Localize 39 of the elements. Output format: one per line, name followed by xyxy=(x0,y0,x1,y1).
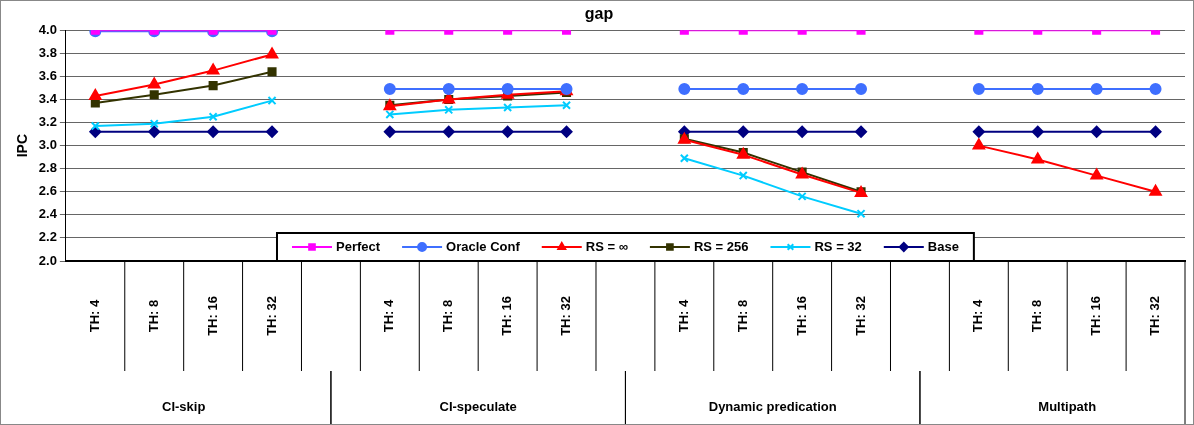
x-tick-label: TH: 16 xyxy=(1088,296,1104,336)
chart-title: gap xyxy=(584,5,614,23)
legend-label: Base xyxy=(927,238,959,254)
y-tick-label: 2.2 xyxy=(38,229,57,245)
text: Dynamic predication xyxy=(708,398,837,414)
y-tick-label: 4.0 xyxy=(38,21,57,37)
text: CI-speculate xyxy=(439,398,517,414)
x-tick-label: TH: 4 xyxy=(675,298,691,333)
x-tick-label: TH: 16 xyxy=(204,296,220,336)
y-tick-label: 2.0 xyxy=(38,252,57,268)
legend-label: RS = 32 xyxy=(814,238,862,254)
x-tick-label: TH: 4 xyxy=(86,298,102,333)
x-tick-label: TH: 32 xyxy=(852,296,868,336)
x-tick-label: TH: 8 xyxy=(1029,299,1045,333)
y-tick-label: 2.4 xyxy=(38,206,58,222)
text: Multipath xyxy=(1038,398,1097,414)
x-tick-label: TH: 4 xyxy=(381,298,397,333)
y-tick-label: 3.0 xyxy=(38,137,57,153)
x-tick-label: TH: 8 xyxy=(440,299,456,333)
x-tick-label: TH: 4 xyxy=(970,298,986,333)
y-axis-title: IPC xyxy=(14,133,31,158)
x-tick-label: TH: 8 xyxy=(734,299,750,333)
y-tick-label: 2.6 xyxy=(38,183,57,199)
y-tick-label: 2.8 xyxy=(38,160,57,176)
x-tick-label: TH: 32 xyxy=(558,296,574,336)
legend-label: RS = ∞ xyxy=(585,238,628,254)
x-tick-label: TH: 8 xyxy=(145,299,161,333)
y-tick-label: 3.8 xyxy=(38,44,57,60)
y-tick-label: 3.4 xyxy=(38,91,58,107)
y-tick-label: 3.6 xyxy=(38,67,57,83)
legend-label: RS = 256 xyxy=(693,238,749,254)
x-tick-label: TH: 32 xyxy=(1147,296,1163,336)
y-tick-label: 3.2 xyxy=(38,114,57,130)
legend-label: Perfect xyxy=(336,238,381,254)
x-tick-label: TH: 16 xyxy=(499,296,515,336)
legend-label: Oracle Conf xyxy=(446,238,521,254)
x-tick-label: TH: 32 xyxy=(263,296,279,336)
x-tick-label: TH: 16 xyxy=(793,296,809,336)
text: CI-skip xyxy=(162,398,206,414)
